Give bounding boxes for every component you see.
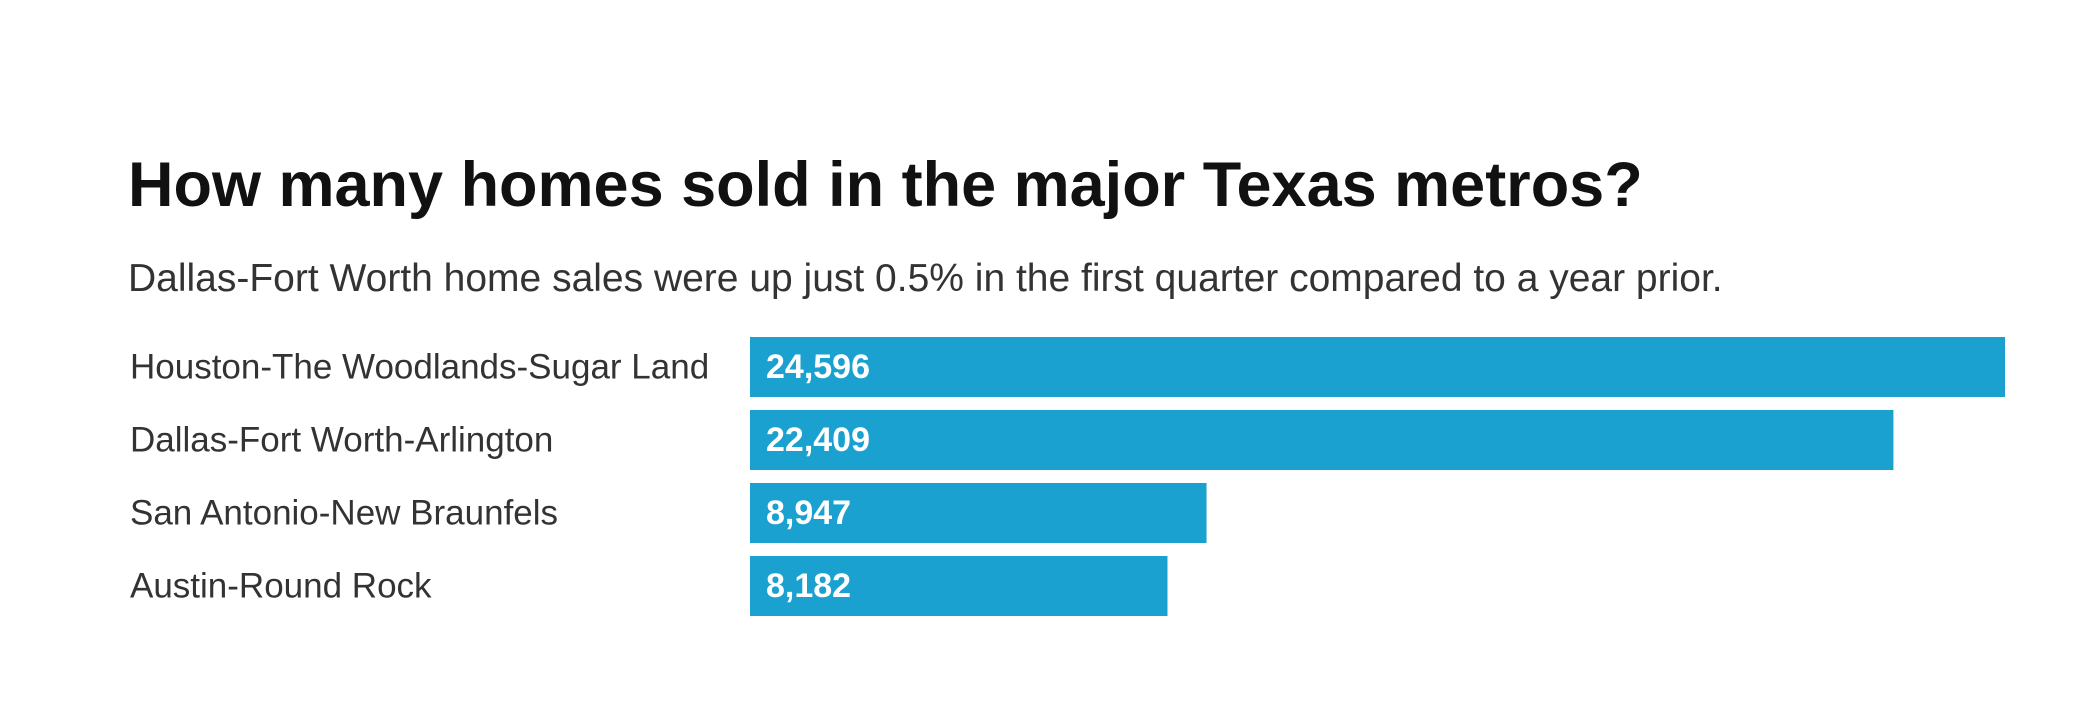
category-label: Houston-The Woodlands-Sugar Land <box>130 348 709 387</box>
chart-subtitle: Dallas-Fort Worth home sales were up jus… <box>128 257 1723 300</box>
category-label: Austin-Round Rock <box>130 567 432 606</box>
chart-title: How many homes sold in the major Texas m… <box>128 150 1643 220</box>
bar <box>750 410 1894 470</box>
bar <box>750 483 1207 543</box>
value-label: 8,947 <box>766 494 851 532</box>
value-label: 8,182 <box>766 567 851 605</box>
category-label: San Antonio-New Braunfels <box>130 494 558 533</box>
category-label: Dallas-Fort Worth-Arlington <box>130 421 553 460</box>
value-label: 24,596 <box>766 348 870 386</box>
bar <box>750 556 1168 616</box>
bar <box>750 337 2005 397</box>
value-label: 22,409 <box>766 421 870 459</box>
